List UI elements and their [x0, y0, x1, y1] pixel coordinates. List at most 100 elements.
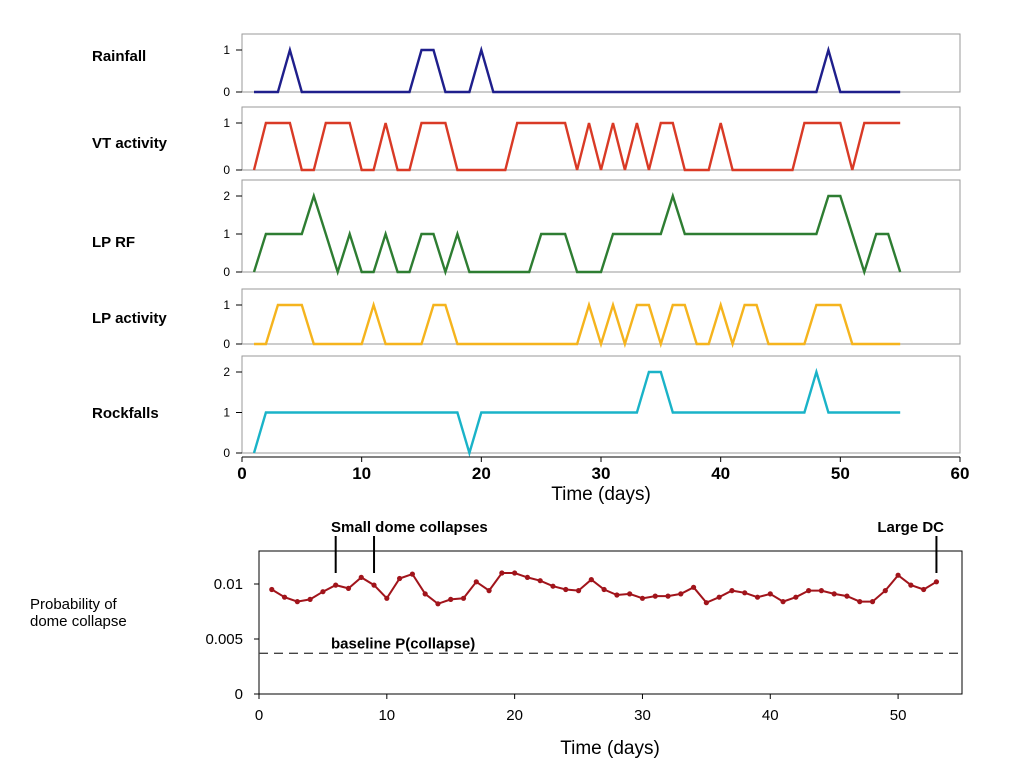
- x-tick-label: 10: [378, 707, 395, 724]
- series-label: Rockfalls: [92, 405, 159, 422]
- data-point: [806, 588, 812, 594]
- data-point: [307, 596, 313, 603]
- data-point: [767, 591, 773, 597]
- data-point: [588, 577, 594, 583]
- y-tick-label: 1: [223, 406, 230, 420]
- y-tick-label: 0: [223, 163, 230, 177]
- data-point: [678, 591, 684, 597]
- data-point: [320, 589, 326, 595]
- y-axis-title: dome collapse: [30, 613, 127, 630]
- series-label: VT activity: [92, 135, 168, 152]
- data-point: [397, 575, 403, 582]
- series-line-lp-activity: [254, 300, 901, 349]
- activity-stack-chart: Rainfall 0 1 VT activity 0 1 LP RF 0 1 2 LP activi…: [92, 33, 970, 505]
- data-point: [690, 584, 697, 590]
- data-point: [703, 600, 709, 606]
- x-tick-label: 20: [472, 464, 491, 483]
- series-label: Rainfall: [92, 48, 146, 65]
- x-axis-title: Time (days): [551, 484, 651, 505]
- y-tick-label: 0.005: [205, 631, 243, 648]
- x-tick-label: 0: [255, 707, 263, 724]
- y-tick-label: 2: [223, 365, 230, 379]
- y-tick-label: 0: [223, 265, 230, 279]
- data-point: [742, 590, 748, 596]
- data-point: [627, 591, 633, 597]
- data-point: [371, 582, 377, 588]
- series-line-rockfalls: [252, 367, 901, 458]
- panel-frame: [241, 106, 961, 171]
- x-tick-label: 50: [831, 464, 850, 483]
- data-point: [435, 601, 441, 607]
- data-point: [793, 594, 799, 600]
- data-point: [384, 595, 390, 601]
- data-point: [729, 588, 735, 594]
- data-point: [486, 588, 492, 594]
- data-point: [601, 586, 607, 593]
- data-point: [869, 599, 876, 605]
- data-point: [716, 594, 722, 600]
- series-line-vt-activity: [252, 121, 901, 172]
- data-point: [575, 588, 582, 594]
- data-point: [895, 572, 901, 578]
- data-point: [754, 594, 761, 600]
- data-point: [614, 592, 620, 598]
- data-point: [409, 571, 415, 577]
- data-point: [652, 593, 658, 599]
- x-axis-title: Time (days): [560, 738, 660, 759]
- data-point: [563, 586, 569, 593]
- y-tick-label: 0: [235, 686, 243, 703]
- data-point: [512, 570, 518, 576]
- plot-frame: [258, 550, 963, 695]
- data-point: [639, 595, 646, 601]
- series-line-rainfall: [254, 45, 901, 94]
- y-tick-label: 1: [223, 116, 230, 130]
- x-tick-label: 40: [711, 464, 730, 483]
- data-point: [333, 582, 339, 588]
- data-point: [499, 570, 505, 576]
- data-point: [524, 574, 531, 581]
- x-tick-label: 40: [762, 707, 779, 724]
- data-point: [844, 593, 850, 599]
- x-tick-label: 10: [352, 464, 371, 483]
- y-tick-label: 0: [223, 446, 230, 460]
- y-tick-label: 0: [223, 337, 230, 351]
- x-tick-label: 50: [890, 707, 907, 724]
- data-point: [537, 578, 543, 584]
- baseline-label: baseline P(collapse): [331, 635, 475, 652]
- x-tick-label: 60: [951, 464, 970, 483]
- data-point: [665, 593, 671, 599]
- y-tick-label: 1: [223, 298, 230, 312]
- data-point: [269, 586, 275, 593]
- data-point: [818, 588, 825, 594]
- data-point: [831, 591, 837, 597]
- y-axis-title: Probability of: [30, 596, 118, 613]
- panel-frame: [241, 355, 961, 454]
- y-tick-label: 0.01: [214, 576, 243, 593]
- series-line-lp-rf: [252, 192, 902, 277]
- data-point: [294, 599, 300, 605]
- data-point: [460, 595, 467, 601]
- panel-frame: [241, 179, 961, 273]
- data-point: [921, 586, 927, 593]
- data-point: [473, 579, 479, 585]
- data-point: [908, 582, 914, 588]
- y-tick-label: 1: [223, 227, 230, 241]
- x-tick-label: 0: [237, 464, 246, 483]
- data-point: [448, 596, 454, 603]
- data-point: [780, 599, 786, 605]
- y-tick-label: 0: [223, 85, 230, 99]
- data-point: [857, 599, 863, 605]
- x-tick-label: 20: [506, 707, 523, 724]
- y-tick-label: 1: [223, 43, 230, 57]
- series-label: LP activity: [92, 310, 167, 327]
- annotation-label: Large DC: [877, 519, 944, 536]
- annotation-label: Small dome collapses: [331, 519, 488, 536]
- data-point: [550, 583, 556, 589]
- collapse-probability-chart: 0 0.005 0.01 0 10 20 30 40 50 Time (days) Probabil…: [30, 519, 963, 759]
- x-tick-label: 30: [592, 464, 611, 483]
- panel-frame: [241, 288, 961, 345]
- data-point: [882, 588, 888, 594]
- data-point: [345, 585, 352, 592]
- data-point: [933, 579, 940, 585]
